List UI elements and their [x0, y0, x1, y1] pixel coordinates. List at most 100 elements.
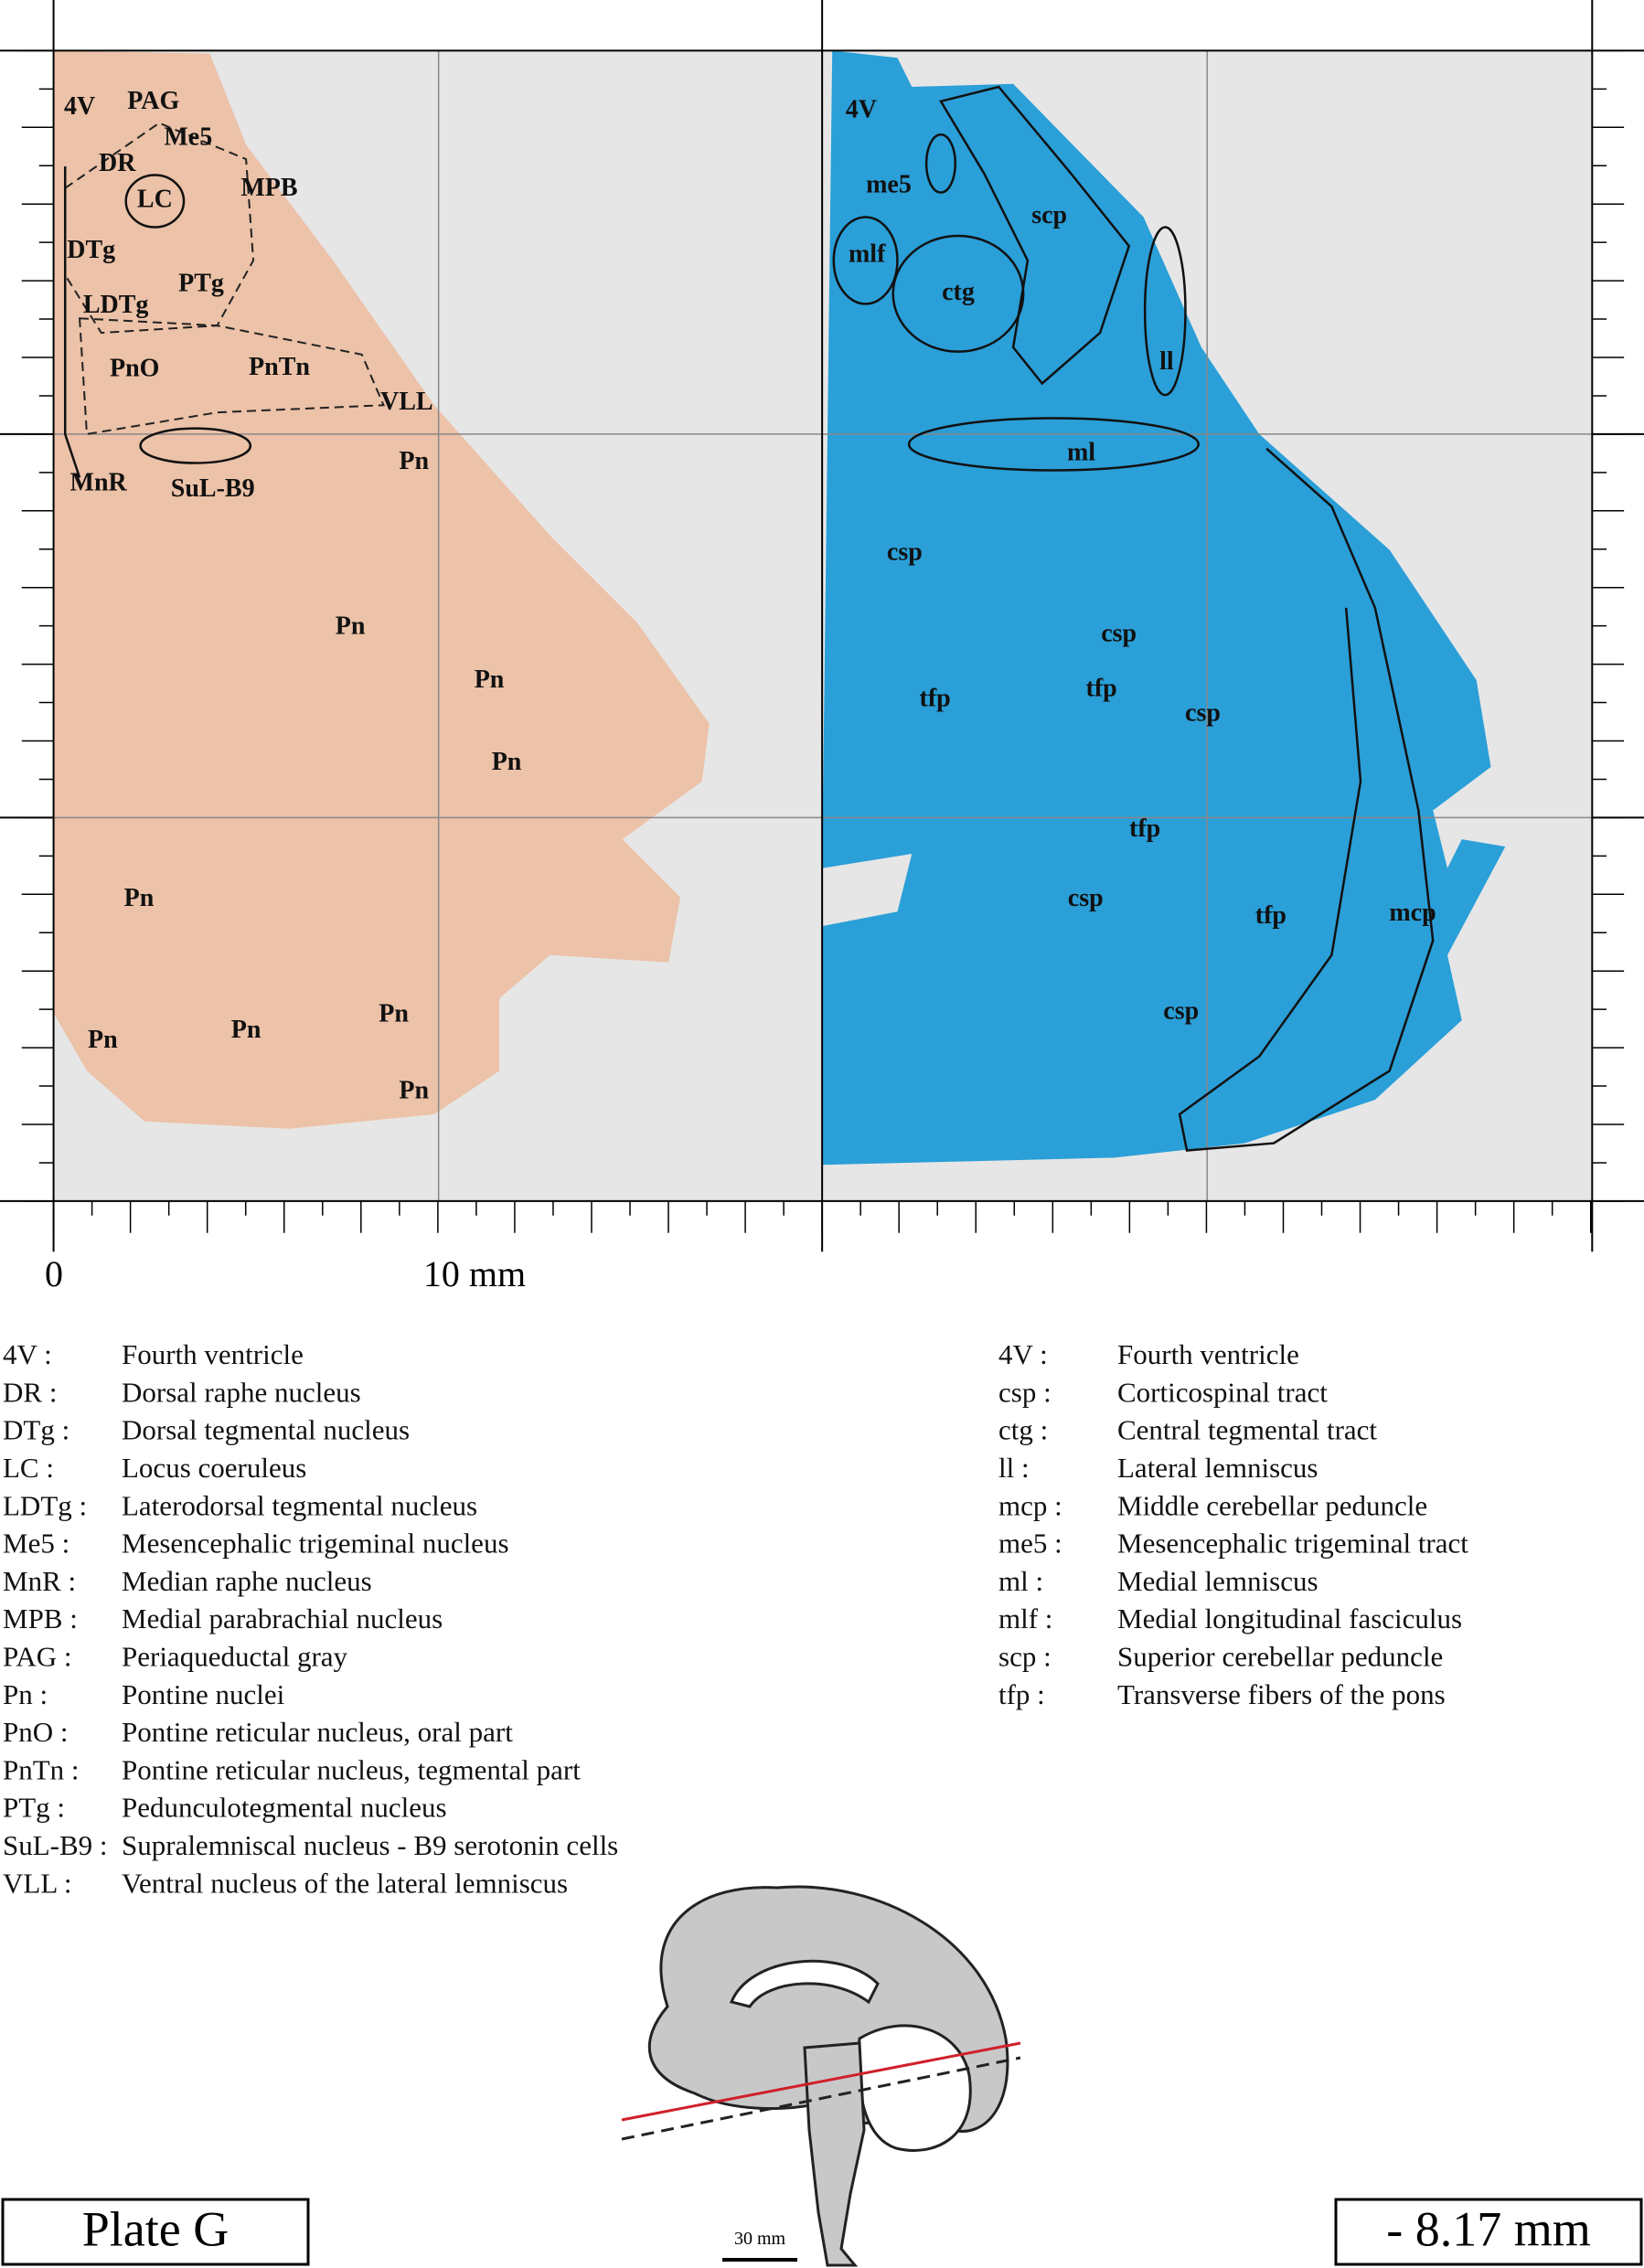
- legend-abbr: scp :: [998, 1641, 1052, 1673]
- legend-abbr: ll :: [998, 1452, 1030, 1484]
- region-label: tfp: [1086, 675, 1117, 703]
- region-label: Pn: [336, 612, 366, 640]
- legend-name: Middle cerebellar peduncle: [1117, 1489, 1427, 1521]
- legend-name: Mesencephalic trigeminal tract: [1117, 1528, 1468, 1560]
- legend-abbr: PnO :: [3, 1716, 69, 1748]
- region-label: PTg: [178, 269, 224, 297]
- legend-name: Superior cerebellar peduncle: [1117, 1641, 1443, 1673]
- scale-ten: 10 mm: [423, 1253, 526, 1294]
- region-label: scp: [1031, 201, 1067, 229]
- region-label: 4V: [846, 95, 877, 123]
- region-label: DR: [99, 149, 136, 177]
- scale-zero: 0: [45, 1253, 63, 1294]
- tissue-left: [53, 50, 710, 1129]
- region-label: PnO: [110, 355, 159, 383]
- contour-dashed: [64, 122, 255, 335]
- region-label: Pn: [88, 1026, 118, 1054]
- contour: [1143, 226, 1187, 397]
- legend-abbr: ctg :: [998, 1414, 1048, 1446]
- brain-scale-label: 30 mm: [734, 2229, 786, 2249]
- region-label: ctg: [942, 278, 975, 306]
- legend-name: Supralemniscal nucleus - B9 serotonin ce…: [122, 1829, 618, 1861]
- region-label: mcp: [1389, 899, 1436, 927]
- contour-dashed: [78, 317, 385, 436]
- brain-diagram: [621, 1885, 1021, 2267]
- legend-name: Medial lemniscus: [1117, 1565, 1318, 1597]
- contour: [124, 174, 186, 229]
- region-label: Pn: [475, 665, 505, 694]
- legend-name: Central tegmental tract: [1117, 1414, 1377, 1446]
- legend-abbr: LDTg :: [3, 1489, 87, 1521]
- legend-abbr: PnTn :: [3, 1753, 80, 1785]
- legend-abbr: PTg :: [3, 1792, 65, 1824]
- legend-abbr: 4V :: [998, 1338, 1048, 1370]
- legend-abbr: PAG :: [3, 1641, 72, 1673]
- legend-name: Dorsal tegmental nucleus: [122, 1414, 410, 1446]
- region-label: tfp: [1129, 815, 1160, 843]
- legend-name: Periaqueductal gray: [122, 1641, 348, 1673]
- legend-abbr: me5 :: [998, 1528, 1062, 1560]
- region-label: mlf: [849, 240, 886, 269]
- region-label: ll: [1159, 347, 1174, 376]
- legend-name: Corticospinal tract: [1117, 1376, 1328, 1408]
- plate-label: Plate G: [82, 2201, 229, 2256]
- legend-abbr: csp :: [998, 1376, 1052, 1408]
- legend-name: Fourth ventricle: [1117, 1338, 1299, 1370]
- legend-name: Laterodorsal tegmental nucleus: [122, 1489, 477, 1521]
- legend-name: Pontine reticular nucleus, oral part: [122, 1716, 513, 1748]
- region-label: Pn: [231, 1016, 262, 1044]
- legend-abbr: MnR :: [3, 1565, 76, 1597]
- level-box: [1334, 2198, 1643, 2266]
- legend-abbr: SuL-B9 :: [3, 1829, 108, 1861]
- contour: [832, 216, 899, 305]
- region-label: Pn: [399, 447, 429, 475]
- region-label: DTg: [67, 236, 115, 264]
- region-label: VLL: [380, 388, 433, 416]
- legend-abbr: 4V :: [3, 1338, 52, 1370]
- legend-name: Median raphe nucleus: [122, 1565, 372, 1597]
- region-label: Me5: [164, 122, 212, 151]
- region-label: Pn: [379, 1000, 409, 1028]
- legend-abbr: Pn :: [3, 1678, 48, 1710]
- legend-name: Locus coeruleus: [122, 1452, 306, 1484]
- legend-abbr: ml :: [998, 1565, 1043, 1597]
- legend-abbr: MPB :: [3, 1603, 78, 1634]
- contour: [907, 417, 1200, 472]
- legend-name: Transverse fibers of the pons: [1117, 1678, 1446, 1710]
- legend-name: Mesencephalic trigeminal nucleus: [122, 1528, 509, 1560]
- legend-name: Ventral nucleus of the lateral lemniscus: [122, 1867, 568, 1899]
- legend-abbr: DTg :: [3, 1414, 69, 1446]
- legend-abbr: VLL :: [3, 1867, 71, 1899]
- legend-name: Pedunculotegmental nucleus: [122, 1792, 447, 1824]
- legend-name: Dorsal raphe nucleus: [122, 1376, 361, 1408]
- legend-name: Pontine nuclei: [122, 1678, 285, 1710]
- region-label: csp: [1185, 698, 1221, 727]
- legend-abbr: mlf :: [998, 1603, 1052, 1634]
- region-label: LDTg: [83, 291, 149, 319]
- legend-name: Lateral lemniscus: [1117, 1452, 1318, 1484]
- legend-name: Medial parabrachial nucleus: [122, 1603, 443, 1634]
- region-label: PAG: [127, 87, 179, 115]
- region-label: LC: [137, 185, 173, 213]
- region-label: ml: [1067, 438, 1095, 466]
- contour: [139, 427, 252, 464]
- contour: [939, 85, 1131, 386]
- region-label: csp: [1163, 997, 1199, 1026]
- plate-box: [1, 2198, 310, 2266]
- legend-abbr: mcp :: [998, 1489, 1062, 1521]
- region-label: me5: [866, 171, 912, 199]
- region-label: csp: [1068, 884, 1104, 912]
- legend-abbr: tfp :: [998, 1678, 1045, 1710]
- legend-name: Fourth ventricle: [122, 1338, 304, 1370]
- level-label: - 8.17 mm: [1386, 2201, 1591, 2256]
- region-label: 4V: [64, 92, 95, 121]
- region-label: tfp: [1255, 901, 1286, 930]
- region-label: SuL-B9: [171, 474, 255, 503]
- legend-abbr: Me5 :: [3, 1528, 69, 1560]
- region-label: Pn: [399, 1077, 429, 1105]
- region-label: csp: [1101, 619, 1137, 647]
- tissue-right: [822, 50, 1506, 1166]
- contour: [924, 133, 957, 194]
